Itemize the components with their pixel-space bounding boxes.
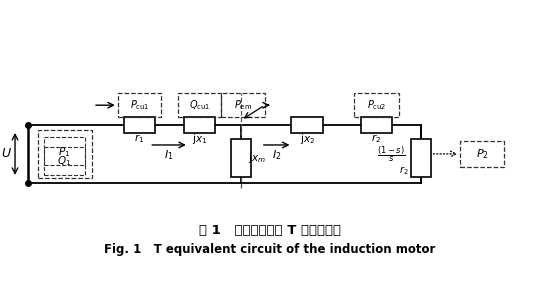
Text: $U$: $U$	[1, 147, 12, 160]
Bar	[117, 93, 161, 117]
Bar	[411, 139, 430, 177]
Text: $I_1$: $I_1$	[164, 148, 174, 162]
Bar	[124, 117, 155, 133]
Text: $r_2$: $r_2$	[371, 133, 381, 145]
Bar	[38, 130, 92, 178]
Text: $r_2$: $r_2$	[399, 164, 409, 177]
Text: $\dfrac{(1-s)}{s}$: $\dfrac{(1-s)}{s}$	[378, 144, 406, 164]
Text: $P_{\rm cu1}$: $P_{\rm cu1}$	[130, 98, 149, 112]
Bar	[44, 147, 85, 175]
Bar	[354, 93, 399, 117]
Bar	[184, 117, 215, 133]
Bar	[292, 117, 323, 133]
Text: $\mathrm{j}x_1$: $\mathrm{j}x_1$	[192, 132, 207, 146]
Bar	[178, 93, 222, 117]
Bar	[222, 93, 265, 117]
Text: $\mathrm{j}x_m$: $\mathrm{j}x_m$	[248, 151, 266, 165]
Text: $P_{\rm em}$: $P_{\rm em}$	[234, 98, 252, 112]
Text: Fig. 1   T equivalent circuit of the induction motor: Fig. 1 T equivalent circuit of the induc…	[104, 243, 435, 256]
Text: $Q_1$: $Q_1$	[57, 154, 72, 168]
Text: 图 1   感应电动机的 T 形等值电路: 图 1 感应电动机的 T 形等值电路	[199, 224, 341, 237]
Text: $P_{\rm cu2}$: $P_{\rm cu2}$	[366, 98, 386, 112]
Bar	[360, 117, 392, 133]
Text: $P_2$: $P_2$	[476, 147, 489, 161]
Text: $P_1$: $P_1$	[58, 145, 70, 159]
Text: $\mathrm{j}x_2$: $\mathrm{j}x_2$	[300, 132, 315, 146]
Bar	[44, 137, 85, 165]
Text: $I_2$: $I_2$	[272, 148, 281, 162]
Bar	[231, 139, 251, 177]
Text: $Q_{\rm cu1}$: $Q_{\rm cu1}$	[189, 98, 210, 112]
Bar	[460, 141, 504, 167]
Text: $r_1$: $r_1$	[134, 133, 145, 145]
